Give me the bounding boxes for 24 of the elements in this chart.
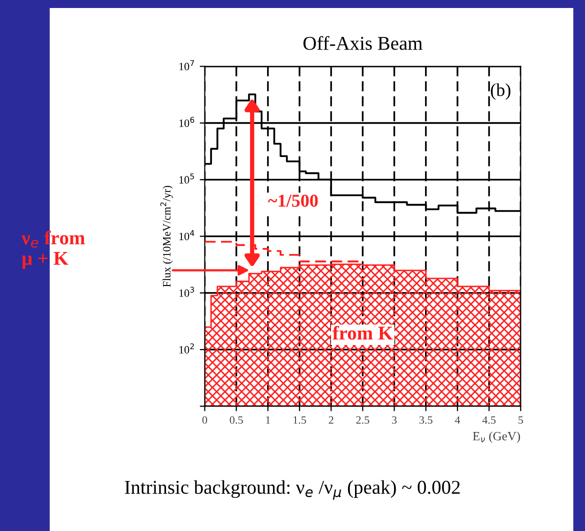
annotation: ~1/500 (268, 194, 318, 207)
y-tick-label: 10$^{2}$ (179, 343, 194, 354)
x-tick-label: 3 (392, 416, 397, 424)
x-tick-label: 1.5 (294, 416, 306, 424)
y-tick-label: 10$^{6}$ (179, 116, 194, 127)
y-tick-label: 10$^{7}$ (179, 60, 194, 70)
annotation: from K (332, 326, 393, 340)
text: Intrinsic background: ν$_{e}$ /ν$_{μ}$ (peak) ~ 0.002 (124, 480, 460, 500)
y-tick-label: 10$^{4}$ (179, 230, 194, 240)
y-tick-label: 10$^{5}$ (179, 174, 194, 184)
x-tick-label: 1 (266, 416, 270, 424)
y-axis-title: Flux (/10MeV/cm$^{2}$/yr) (160, 186, 173, 287)
annotation: (b) (490, 83, 510, 100)
x-tick-label: 5 (518, 416, 523, 424)
y-tick-label: 10$^{3}$ (179, 286, 194, 297)
x-tick-label: 0.5 (230, 416, 243, 424)
x-tick-label: 4 (454, 416, 460, 424)
x-tick-label: 2.5 (356, 416, 370, 424)
x-tick-label: 2 (328, 416, 334, 424)
x-tick-label: 0 (202, 416, 208, 424)
chart-title: Off-Axis Beam (303, 36, 422, 50)
x-tick-label: 3.5 (419, 416, 432, 424)
x-tick-label: 4.5 (482, 416, 496, 424)
x-axis-title: E$_{ν}$ (GeV) (472, 432, 520, 443)
